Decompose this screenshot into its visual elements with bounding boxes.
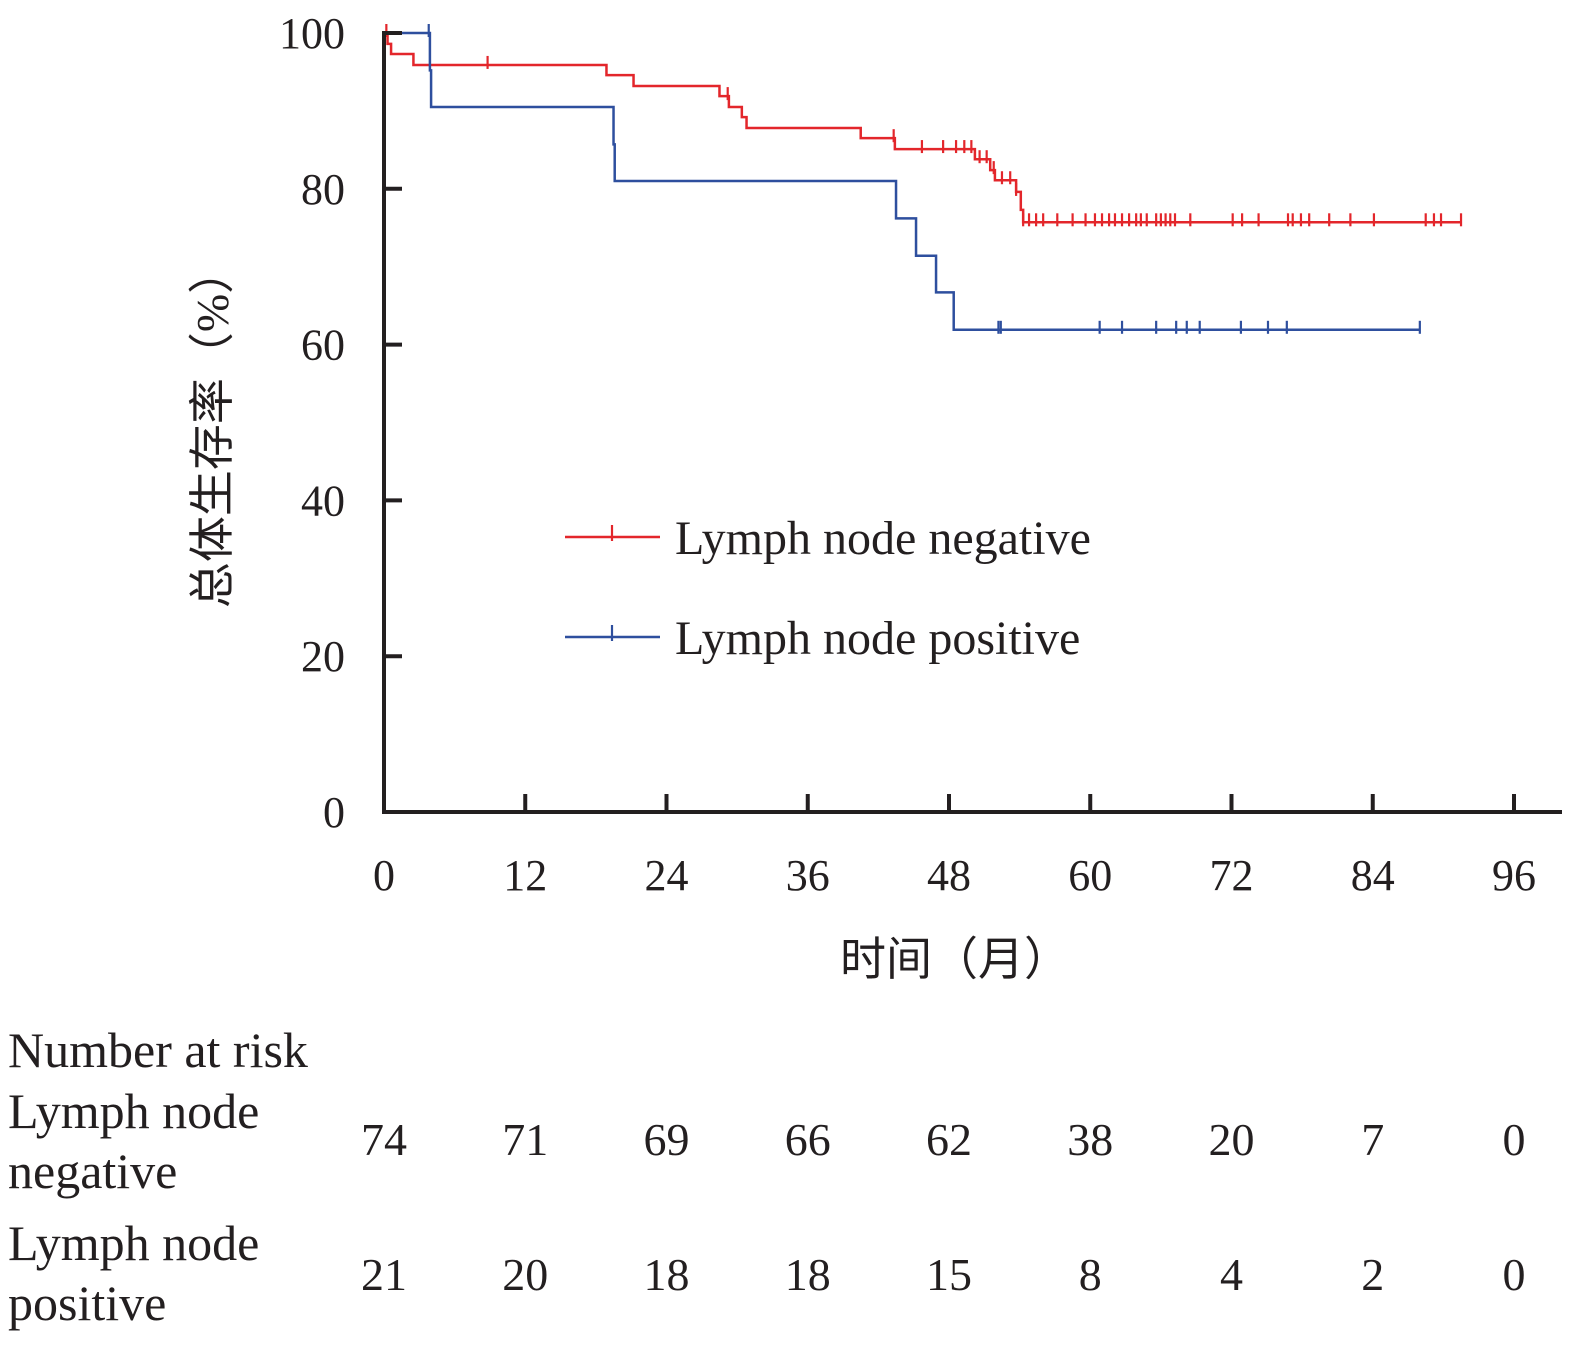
risk-count: 8	[1078, 1249, 1102, 1300]
risk-row-label-negative-line1: Lymph node	[8, 1083, 260, 1139]
legend: Lymph node negative Lymph node positive	[565, 512, 1091, 665]
risk-count: 18	[643, 1249, 690, 1300]
risk-count: 20	[1208, 1114, 1255, 1165]
risk-row-label-positive-line1: Lymph node	[8, 1215, 260, 1271]
x-tick-label: 36	[786, 851, 830, 900]
y-tick-label: 60	[301, 321, 345, 370]
y-tick-label: 20	[301, 632, 345, 681]
y-axis-title: 总体生存率（%）	[187, 248, 238, 608]
survival-curves	[384, 31, 1462, 332]
km-chart: 0 12 24 36 48 60 72 84 96 0 20 40 60 80 100 时间（月） 总体生存…	[187, 9, 1562, 985]
y-tick-label: 40	[301, 476, 345, 525]
risk-count: 62	[926, 1114, 972, 1165]
risk-row-label-positive-line2: positive	[8, 1275, 167, 1331]
x-tick-label: 24	[645, 851, 689, 900]
risk-table-title: Number at risk	[8, 1022, 308, 1078]
risk-count: 66	[784, 1114, 831, 1165]
risk-count: 20	[502, 1249, 549, 1300]
survival-curve-negative	[384, 31, 1462, 224]
risk-count: 4	[1220, 1249, 1243, 1300]
tick-labels: 0 12 24 36 48 60 72 84 96 0 20 40 60 80 100	[279, 9, 1536, 900]
risk-count: 18	[784, 1249, 831, 1300]
x-tick-label: 0	[373, 851, 395, 900]
y-tick-label: 100	[279, 9, 345, 58]
risk-count: 69	[643, 1114, 690, 1165]
risk-count: 7	[1361, 1114, 1385, 1165]
risk-count: 2	[1361, 1249, 1385, 1300]
survival-curve-positive	[384, 31, 1420, 332]
axes	[382, 31, 1562, 814]
x-tick-label: 12	[503, 851, 547, 900]
risk-count: 15	[926, 1249, 972, 1300]
risk-count: 74	[361, 1114, 407, 1165]
risk-count: 38	[1067, 1114, 1114, 1165]
x-tick-label: 60	[1068, 851, 1112, 900]
risk-count: 71	[502, 1114, 549, 1165]
x-tick-label: 96	[1492, 851, 1536, 900]
y-tick-label: 0	[323, 788, 345, 837]
x-axis-title: 时间（月）	[840, 934, 1070, 985]
y-tick-label: 80	[301, 165, 345, 214]
x-tick-label: 84	[1351, 851, 1395, 900]
risk-count: 0	[1502, 1249, 1526, 1300]
risk-row-label-negative-line2: negative	[8, 1143, 178, 1199]
risk-count: 0	[1502, 1114, 1526, 1165]
censor-marks	[385, 24, 1463, 334]
risk-count: 21	[361, 1249, 407, 1300]
x-tick-label: 72	[1210, 851, 1254, 900]
x-tick-label: 48	[927, 851, 971, 900]
legend-label: Lymph node positive	[675, 612, 1080, 665]
legend-label: Lymph node negative	[675, 512, 1091, 565]
